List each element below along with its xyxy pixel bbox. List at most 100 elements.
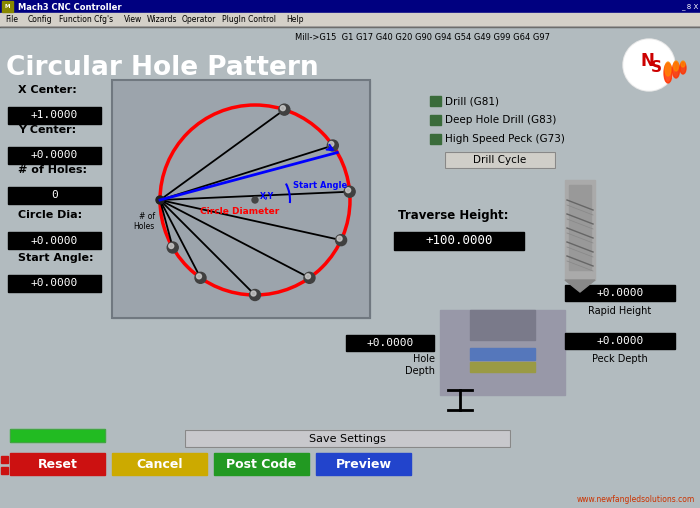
Text: Preview: Preview (335, 458, 391, 470)
Text: Mill->G15  G1 G17 G40 G20 G90 G94 G54 G49 G99 G64 G97: Mill->G15 G1 G17 G40 G20 G90 G94 G54 G49… (295, 33, 550, 42)
Text: _ 8 X: _ 8 X (681, 4, 699, 10)
Text: Drill Cycle: Drill Cycle (473, 155, 526, 165)
Circle shape (251, 291, 256, 296)
Text: +0.0000: +0.0000 (596, 336, 643, 346)
Polygon shape (565, 280, 595, 292)
Bar (8, 107, 101, 124)
Text: Circle Diameter: Circle Diameter (200, 207, 279, 216)
Bar (565, 180, 595, 280)
Bar (430, 115, 441, 125)
Circle shape (167, 242, 178, 253)
Bar (112, 80, 370, 318)
Text: Circular Hole Pattern: Circular Hole Pattern (6, 55, 318, 81)
Text: S: S (651, 59, 662, 75)
Text: # of Holes:: # of Holes: (18, 165, 87, 175)
Text: X,Y: X,Y (260, 193, 274, 202)
Text: +0.0000: +0.0000 (31, 150, 78, 161)
Circle shape (169, 243, 174, 248)
Bar (2, 1, 13, 12)
Circle shape (623, 39, 675, 91)
Text: Circle Dia:: Circle Dia: (18, 210, 82, 220)
Text: Help: Help (286, 15, 304, 24)
Bar (1, 467, 8, 474)
Bar (569, 185, 591, 270)
Text: High Speed Peck (G73): High Speed Peck (G73) (445, 134, 565, 144)
Ellipse shape (665, 62, 671, 76)
Bar (0, 0, 700, 13)
Circle shape (197, 274, 202, 279)
Text: Reset: Reset (38, 458, 78, 470)
Text: Post Code: Post Code (226, 458, 297, 470)
Text: N: N (641, 52, 655, 70)
Text: Traverse Height:: Traverse Height: (398, 209, 508, 223)
Circle shape (329, 142, 334, 146)
Circle shape (252, 197, 258, 203)
Bar (10, 453, 105, 475)
Text: Operator: Operator (182, 15, 216, 24)
Bar (1, 456, 8, 463)
Bar (10, 429, 105, 442)
Circle shape (624, 40, 674, 90)
Bar (112, 80, 370, 318)
Circle shape (346, 188, 351, 193)
Ellipse shape (680, 62, 686, 74)
Bar (346, 335, 434, 351)
Ellipse shape (673, 61, 678, 71)
Text: www.newfangledsolutions.com: www.newfangledsolutions.com (577, 495, 695, 504)
Text: Save Settings: Save Settings (309, 433, 386, 443)
Text: X Center:: X Center: (18, 85, 77, 95)
Text: +0.0000: +0.0000 (596, 288, 643, 298)
Text: Y Center:: Y Center: (18, 125, 76, 135)
Text: Drill (G81): Drill (G81) (445, 96, 499, 106)
Text: Rapid Height: Rapid Height (589, 306, 652, 316)
Text: 0: 0 (51, 190, 58, 201)
Text: File: File (5, 15, 18, 24)
Ellipse shape (664, 63, 672, 83)
Text: Start Angle:: Start Angle: (18, 253, 94, 263)
Text: Peck Depth: Peck Depth (592, 354, 648, 364)
Circle shape (156, 196, 164, 204)
Circle shape (328, 140, 338, 151)
Text: Config: Config (28, 15, 52, 24)
Bar (8, 275, 101, 292)
Circle shape (249, 290, 260, 301)
Bar (430, 96, 441, 106)
Text: +0.0000: +0.0000 (31, 278, 78, 289)
Text: Cancel: Cancel (136, 458, 183, 470)
Text: M: M (4, 5, 10, 10)
Circle shape (279, 104, 290, 115)
Circle shape (304, 272, 315, 283)
Bar (8, 187, 101, 204)
Bar (430, 134, 441, 144)
Bar (0, 13, 700, 26)
Text: +0.0000: +0.0000 (31, 236, 78, 245)
Bar (565, 285, 675, 301)
Text: PlugIn Control: PlugIn Control (222, 15, 276, 24)
Bar (445, 152, 555, 168)
Bar (185, 430, 510, 447)
Bar (8, 147, 101, 164)
Text: Function Cfg's: Function Cfg's (59, 15, 113, 24)
Bar (316, 453, 411, 475)
Text: Hole
Depth: Hole Depth (405, 354, 435, 376)
Circle shape (305, 274, 311, 279)
Bar (470, 362, 535, 372)
Text: +0.0000: +0.0000 (366, 338, 414, 348)
Text: View: View (124, 15, 142, 24)
Bar (394, 232, 524, 250)
Bar (214, 453, 309, 475)
Text: +100.0000: +100.0000 (426, 235, 493, 247)
Bar (565, 333, 675, 349)
Bar (185, 430, 510, 447)
Ellipse shape (681, 61, 685, 67)
Text: # of
Holes: # of Holes (134, 212, 155, 232)
Ellipse shape (673, 62, 680, 78)
Text: Deep Hole Drill (G83): Deep Hole Drill (G83) (445, 115, 556, 125)
Bar (445, 152, 555, 168)
Circle shape (281, 106, 286, 111)
Bar (112, 453, 207, 475)
Text: Wizards: Wizards (146, 15, 177, 24)
Text: +1.0000: +1.0000 (31, 111, 78, 120)
Bar (470, 348, 535, 360)
Circle shape (335, 235, 346, 246)
